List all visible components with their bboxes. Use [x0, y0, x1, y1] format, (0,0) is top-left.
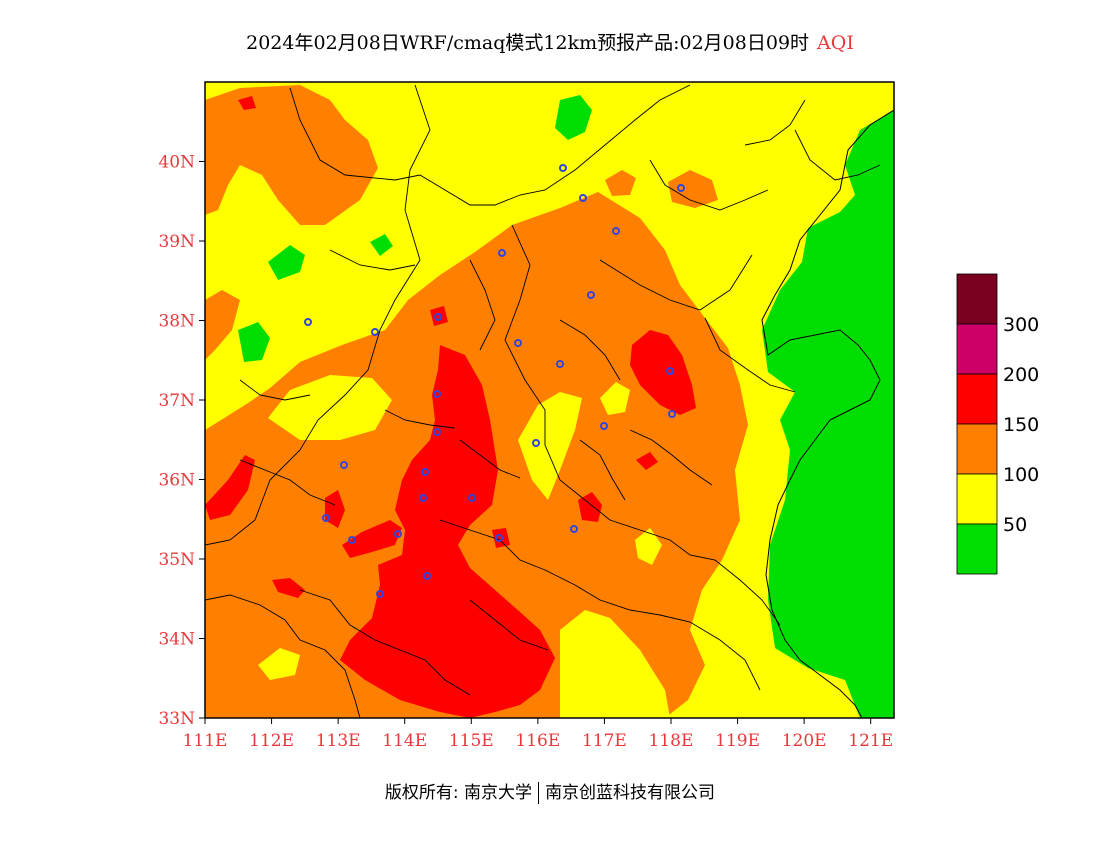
lon-tick-label: 117E: [582, 731, 627, 751]
city-marker: [434, 313, 442, 321]
title-variable: AQI: [817, 32, 854, 54]
city-marker: [468, 494, 476, 502]
legend-swatch: [956, 423, 998, 475]
legend-label: 150: [1003, 414, 1039, 436]
footer: 版权所有: 南京大学 南京创蓝科技有限公司: [0, 778, 1100, 804]
lat-tick-label: 39N: [158, 232, 195, 252]
lon-tick-label: 121E: [848, 731, 893, 751]
aqi-band-red-west-strip: [342, 520, 402, 558]
lon-tick-label: 114E: [382, 731, 427, 751]
aqi-band-yellow-hole-6: [635, 528, 662, 565]
company-text: 南京创蓝科技有限公司: [545, 783, 716, 803]
lon-axis: 111E 112E 113E 114E 115E 116E 117E 118E 119E 120E…: [183, 718, 893, 751]
aqi-band-red-west-2: [325, 490, 345, 528]
city-marker: [394, 530, 402, 538]
lon-tick-label: 119E: [715, 731, 760, 751]
legend-swatch: [956, 523, 998, 575]
lon-tick-label: 115E: [449, 731, 494, 751]
aqi-band-red-patch-5: [430, 306, 448, 326]
legend: 300 200 150 100 50: [956, 273, 1039, 575]
city-marker: [600, 422, 608, 430]
aqi-band-green-north-1: [555, 95, 592, 140]
aqi-band-green-west-3: [370, 234, 393, 256]
aqi-band-orange-west-strip: [205, 290, 240, 360]
aqi-band-green-west-2: [238, 322, 270, 362]
aqi-band-green-east: [762, 110, 894, 718]
aqi-band-yellow-hole-3: [600, 382, 630, 415]
aqi-band-orange-north-patch: [668, 170, 718, 208]
city-marker: [348, 536, 356, 544]
aqi-band-yellow-hole-4: [560, 610, 670, 718]
aqi-band-red-north-1: [238, 96, 256, 110]
city-marker: [532, 439, 540, 447]
lon-tick-label: 112E: [249, 731, 294, 751]
city-marker: [612, 227, 620, 235]
page-title: 2024年02月08日WRF/cmaq模式12km预报产品:02月08日09时 A…: [0, 28, 1100, 55]
legend-swatch: [956, 273, 998, 325]
lat-tick-label: 38N: [158, 312, 195, 332]
aqi-band-red-east-2: [636, 452, 658, 470]
lon-tick-label: 120E: [782, 731, 827, 751]
city-marker: [419, 494, 427, 502]
legend-swatch: [956, 373, 998, 425]
city-marker: [677, 184, 685, 192]
lon-tick-label: 111E: [183, 731, 228, 751]
city-marker: [570, 525, 578, 533]
city-marker: [666, 367, 674, 375]
legend-label: 200: [1003, 364, 1039, 386]
city-marker: [514, 339, 522, 347]
city-marker: [304, 318, 312, 326]
legend-label: 50: [1003, 514, 1027, 536]
city-marker: [433, 390, 441, 398]
city-marker: [495, 534, 503, 542]
title-main: 2024年02月08日WRF/cmaq模式12km预报产品:02月08日09时: [246, 32, 810, 54]
lon-tick-label: 113E: [316, 731, 361, 751]
aqi-band-yellow-hole-1: [268, 375, 392, 440]
lat-axis: 33N 34N 35N 36N 37N 38N 39N 40N: [158, 153, 205, 729]
city-markers: [304, 164, 685, 598]
province-boundaries: [205, 84, 881, 718]
city-marker: [668, 410, 676, 418]
city-marker: [371, 328, 379, 336]
city-marker: [423, 572, 431, 580]
aqi-band-red-northeast: [630, 330, 696, 415]
lat-tick-label: 37N: [158, 391, 195, 411]
lat-tick-label: 40N: [158, 153, 195, 173]
aqi-band-green-west-1: [268, 245, 305, 280]
footer-separator: [538, 782, 540, 804]
aqi-band-yellow-hole-2: [518, 392, 582, 500]
lat-tick-label: 33N: [158, 709, 195, 729]
city-marker: [556, 360, 564, 368]
city-marker: [376, 590, 384, 598]
legend-swatch: [956, 323, 998, 375]
copyright-text: 版权所有: 南京大学: [384, 783, 533, 803]
city-marker: [322, 514, 330, 522]
legend-swatch: [956, 473, 998, 525]
lat-tick-label: 35N: [158, 550, 195, 570]
city-marker: [559, 164, 567, 172]
aqi-band-orange-northwest: [205, 85, 378, 225]
legend-label: 100: [1003, 464, 1039, 486]
city-marker: [579, 194, 587, 202]
city-marker: [587, 291, 595, 299]
aqi-band-red-patch-4: [272, 578, 305, 598]
city-marker: [340, 461, 348, 469]
lon-tick-label: 118E: [649, 731, 694, 751]
lon-tick-label: 116E: [515, 731, 560, 751]
aqi-band-red-west-1: [205, 455, 255, 520]
city-marker: [421, 468, 429, 476]
city-marker: [433, 428, 441, 436]
lat-tick-label: 36N: [158, 471, 195, 491]
aqi-band-orange-north-patch-2: [605, 170, 636, 196]
legend-label: 300: [1003, 314, 1039, 336]
city-marker: [498, 249, 506, 257]
aqi-band-yellow-hole-5: [258, 648, 300, 680]
aqi-map: 33N 34N 35N 36N 37N 38N 39N 40N 111E 112E 113E 114…: [158, 81, 1039, 751]
aqi-field: [205, 82, 894, 718]
lat-tick-label: 34N: [158, 630, 195, 650]
coastline: [761, 109, 894, 718]
